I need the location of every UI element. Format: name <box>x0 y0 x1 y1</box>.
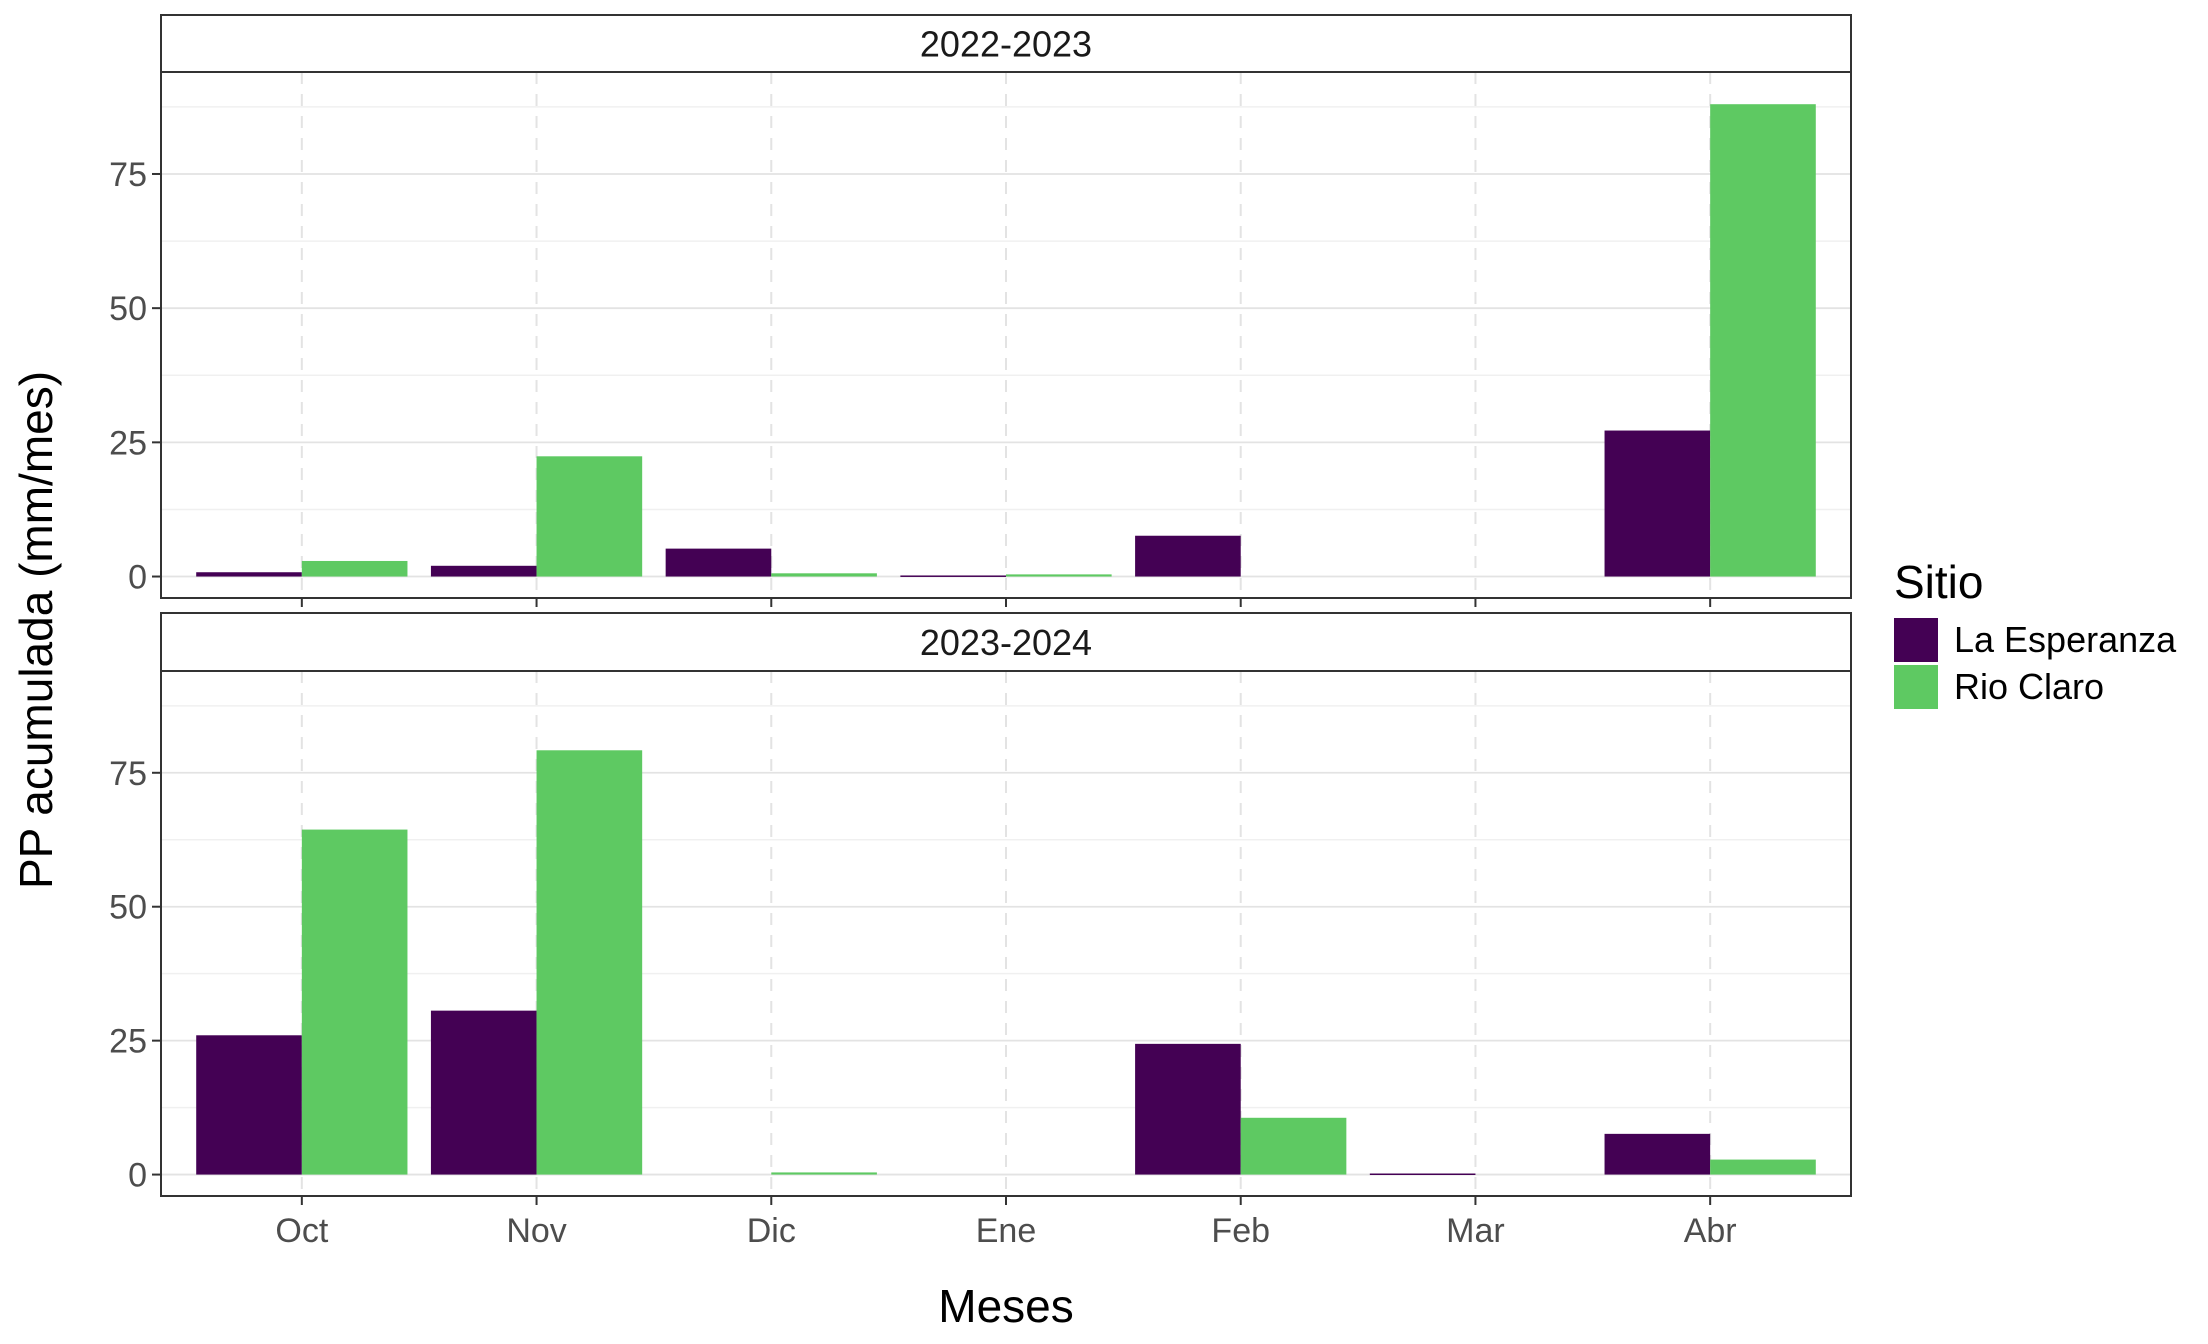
legend-key <box>1894 665 1938 709</box>
bar <box>1006 574 1112 577</box>
y-tick-label: 0 <box>128 559 147 597</box>
bar <box>301 560 408 577</box>
bar <box>1369 1173 1476 1175</box>
facet-panel: 2022-2023 0 25 50 75 <box>109 14 1852 607</box>
bar <box>900 575 1006 577</box>
bar <box>1135 535 1241 577</box>
bar <box>1710 1159 1816 1175</box>
bar <box>301 829 408 1175</box>
x-tick-label: Abr <box>1684 1212 1737 1250</box>
x-tick-label: Mar <box>1446 1212 1505 1250</box>
legend-title: Sitio <box>1894 556 1983 608</box>
x-tick-label: Dic <box>747 1212 796 1250</box>
y-tick-label: 50 <box>109 889 147 927</box>
facet-panel: 2023-2024 0 25 50 75 Oct Nov Dic Ene Feb Mar Abr <box>109 612 1852 1250</box>
bar <box>1604 430 1711 577</box>
x-tick-label: Feb <box>1211 1212 1270 1250</box>
bar <box>430 565 537 577</box>
bar <box>196 1035 302 1175</box>
facet-strip-label: 2022-2023 <box>920 24 1092 65</box>
x-tick-label: Ene <box>976 1212 1037 1250</box>
y-tick-label: 50 <box>109 290 147 328</box>
panel-background <box>161 72 1851 598</box>
bar <box>536 456 643 577</box>
bar <box>665 548 772 577</box>
facet-strip-label: 2023-2024 <box>920 622 1092 663</box>
x-tick-label: Nov <box>506 1212 566 1250</box>
legend-key <box>1894 618 1938 662</box>
facet-strip <box>160 612 1852 672</box>
facet-panels: 2022-2023 0 25 50 75 2023-2024 0 25 50 75 Oct Nov Di… <box>109 14 1852 1250</box>
bar <box>771 1172 877 1175</box>
y-tick-label: 25 <box>109 1023 147 1061</box>
y-tick-label: 0 <box>128 1157 147 1195</box>
bar <box>1604 1133 1711 1175</box>
legend: Sitio La Esperanza Rio Claro <box>1894 556 2177 709</box>
bar <box>430 1010 537 1175</box>
y-tick-label: 75 <box>109 156 147 194</box>
legend-label: La Esperanza <box>1954 619 2177 660</box>
bar <box>196 572 302 577</box>
y-tick-label: 25 <box>109 424 147 462</box>
bar <box>771 573 877 577</box>
y-tick-label: 75 <box>109 755 147 793</box>
bar <box>1135 1043 1241 1175</box>
legend-label: Rio Claro <box>1954 666 2104 707</box>
x-tick-label: Oct <box>275 1212 328 1250</box>
bar <box>1710 104 1816 577</box>
bar <box>536 750 643 1175</box>
x-axis-title: Meses <box>938 1280 1073 1332</box>
y-axis-title: PP acumulada (mm/mes) <box>10 371 62 889</box>
facet-strip <box>160 14 1852 73</box>
bar <box>1240 1117 1347 1175</box>
legend-items: La Esperanza Rio Claro <box>1894 618 2177 709</box>
